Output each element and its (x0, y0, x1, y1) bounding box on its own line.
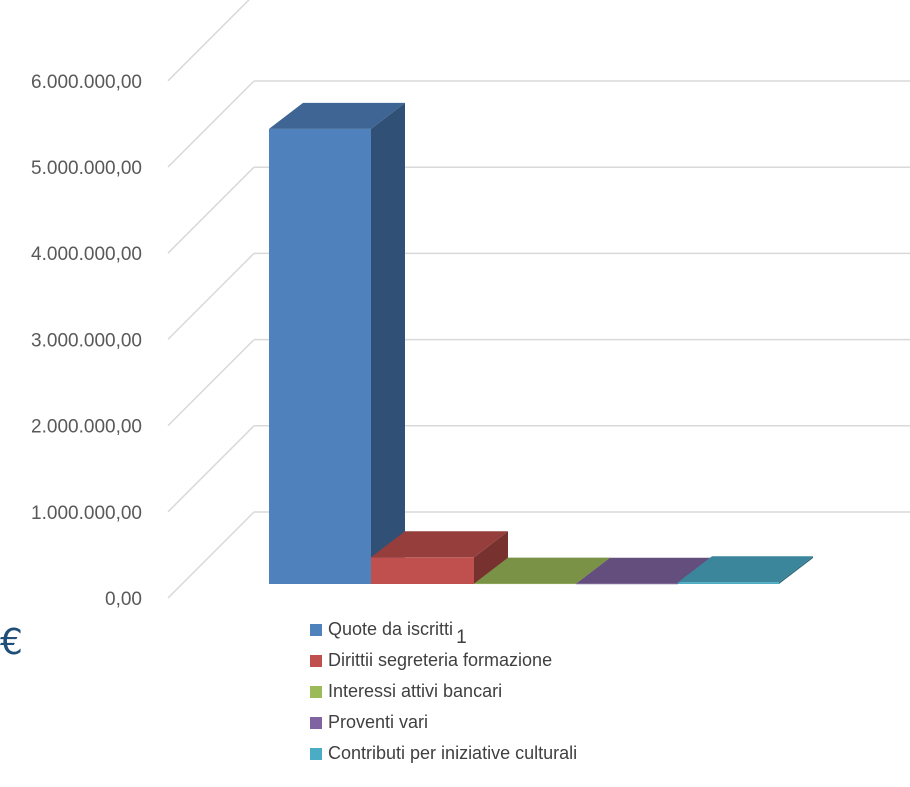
bar-side (779, 556, 813, 584)
bar-top (371, 531, 508, 558)
legend-suffix: 1 (456, 626, 467, 648)
bar-front (678, 582, 779, 584)
legend-label: Contributi per iniziative culturali (328, 743, 578, 763)
y-tick-label: 6.000.000,00 (31, 72, 142, 93)
legend-label: Proventi vari (328, 712, 429, 732)
bar-1 (269, 102, 405, 584)
bar-front (371, 557, 474, 584)
legend-item-diritti-segreteria: Dirittii segreteria formazione (310, 645, 577, 676)
y-tick-label: 5.000.000,00 (31, 158, 142, 179)
y-tick-label: 3.000.000,00 (31, 330, 142, 351)
gridline-diagonal (167, 339, 255, 427)
gridline-diagonal (167, 80, 255, 168)
y-tick-label: 0,00 (105, 589, 142, 610)
legend-label: Interessi attivi bancari (328, 681, 503, 701)
legend-item-interessi-attivi: Interessi attivi bancari (310, 676, 577, 707)
legend-label: Quote da iscritti (328, 619, 454, 639)
legend-swatch (310, 654, 322, 667)
bar-front (474, 583, 576, 585)
bar-top (474, 557, 610, 584)
legend-swatch (310, 623, 322, 636)
legend-item-contributi: Contributi per iniziative culturali (310, 738, 577, 769)
y-tick-label: 1.000.000,00 (31, 503, 142, 524)
gridline-diagonal (167, 425, 255, 513)
bar-side (371, 102, 405, 584)
bar-5 (678, 556, 813, 584)
bar-front (576, 583, 678, 585)
y-axis-tick-labels: 0,00 1.000.000,00 2.000.000,00 3.000.000,00… (31, 72, 142, 610)
y-tick-label: 2.000.000,00 (31, 417, 142, 438)
gridline-diagonal (167, 252, 255, 340)
legend-item-proventi-vari: Proventi vari (310, 707, 577, 738)
bar-top (576, 557, 712, 584)
legend-label: Dirittii segreteria formazione (328, 650, 553, 670)
legend-swatch (310, 716, 322, 729)
bar-top (269, 102, 405, 129)
legend: Quote da iscritti 1 Dirittii segreteria … (310, 614, 577, 769)
currency-symbol: € (0, 622, 23, 663)
legend-item-quote-da-iscritti: Quote da iscritti 1 (310, 614, 577, 648)
bar-top (678, 556, 813, 583)
legend-swatch (310, 747, 322, 760)
gridline-diagonal (167, 166, 255, 254)
gridline-diagonal (167, 511, 255, 599)
y-tick-label: 4.000.000,00 (31, 244, 142, 265)
bar-front (269, 128, 371, 584)
bar-side (474, 531, 508, 584)
bar-2 (371, 531, 508, 584)
gridline-diagonal (167, 0, 250, 82)
bars (269, 102, 813, 585)
legend-swatch (310, 685, 322, 698)
